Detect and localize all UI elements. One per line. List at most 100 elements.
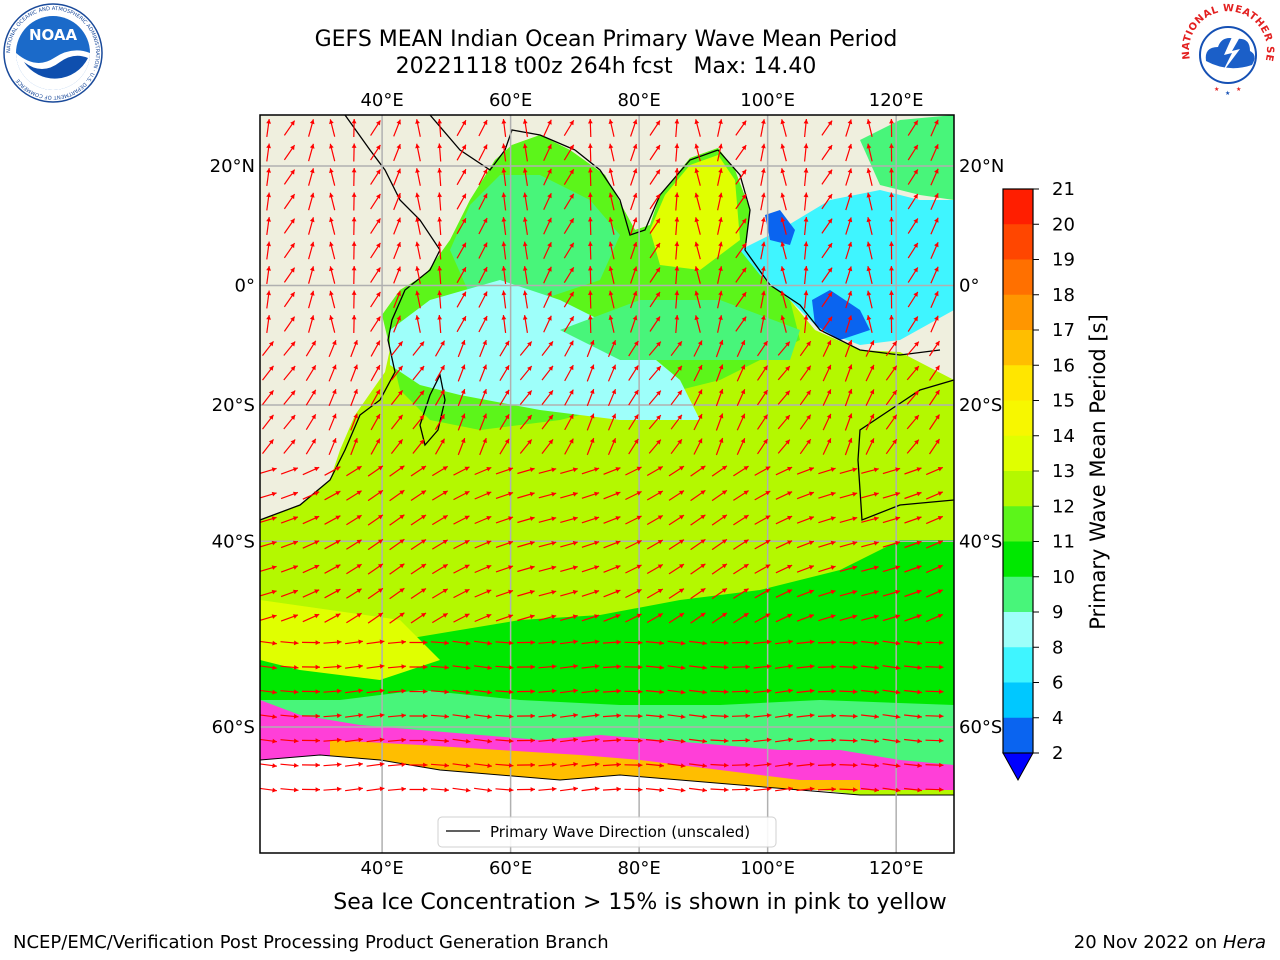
wave-arrow [602, 786, 622, 792]
wave-arrow [885, 414, 898, 430]
wave-arrow [308, 266, 315, 284]
wave-arrow [581, 664, 600, 669]
wave-arrow [799, 389, 812, 406]
wave-arrow [434, 340, 446, 357]
wave-arrow [882, 589, 901, 597]
wave-arrow [474, 763, 492, 768]
wave-arrow [280, 614, 299, 622]
wave-arrow [907, 120, 919, 136]
wave-arrow [393, 119, 401, 137]
wave-arrow [603, 467, 621, 475]
wave-arrow [780, 217, 787, 235]
wave-arrow [690, 489, 706, 502]
wave-arrow [560, 516, 578, 523]
wave-arrow [266, 217, 271, 235]
map-frame [259, 114, 955, 854]
wave-arrow [822, 364, 832, 382]
wave-arrow [495, 714, 514, 719]
wave-arrow [760, 119, 766, 137]
wave-arrow [564, 413, 574, 431]
wave-arrow [560, 786, 578, 792]
wave-arrow [437, 290, 442, 309]
wave-arrow [925, 738, 944, 743]
wave-arrow [760, 192, 766, 211]
coastline-madagascar [419, 373, 446, 447]
wave-arrow [882, 491, 901, 499]
wave-arrow [645, 738, 665, 744]
wave-arrow [625, 515, 642, 525]
wave-arrow [456, 144, 467, 161]
wave-arrow [646, 539, 664, 550]
wave-arrow [453, 588, 470, 599]
wave-arrow [478, 266, 488, 284]
colorbar-segment [1003, 189, 1033, 225]
wave-arrow [351, 167, 357, 187]
wave-arrow [346, 588, 362, 599]
wave-arrow [366, 786, 385, 792]
wave-arrow [754, 588, 771, 599]
wave-arrow [538, 467, 557, 474]
wave-arrow [283, 414, 296, 430]
wave-arrow [260, 763, 277, 768]
wave-arrow [839, 541, 858, 548]
wave-arrow [387, 737, 407, 743]
wave-arrow [930, 315, 939, 333]
wave-arrow [624, 689, 643, 694]
wave-arrow [415, 290, 421, 309]
wave-arrow [630, 168, 638, 186]
wave-arrow [393, 266, 401, 284]
wave-arrow [670, 389, 683, 406]
wave-arrow [351, 118, 357, 138]
wave-arrow [324, 539, 341, 550]
wave-arrow [904, 565, 922, 573]
wave-arrow [603, 516, 621, 524]
wave-arrow [431, 490, 449, 501]
wave-arrow [649, 316, 661, 332]
footer-branch: NCEP/EMC/Verification Post Processing Pr… [13, 932, 609, 953]
lat-tick-label-right: 60°S [959, 717, 1002, 738]
wave-arrow [329, 119, 336, 137]
wave-arrow [624, 762, 643, 768]
wave-arrow [430, 714, 450, 719]
wave-arrow [389, 465, 405, 477]
wave-arrow [517, 589, 535, 597]
wave-arrow [328, 339, 337, 358]
wave-arrow [367, 563, 384, 575]
wave-arrow [630, 143, 638, 162]
wave-arrow [283, 169, 296, 185]
wave-arrow [409, 640, 428, 645]
wave-arrow [329, 217, 336, 235]
wave-arrow [624, 664, 643, 670]
wave-arrow [563, 168, 575, 186]
wave-arrow [516, 738, 536, 743]
wave-arrow [731, 787, 751, 792]
lat-tick-label-left: 40°S [212, 531, 255, 552]
lat-tick-label-left: 20°S [212, 395, 255, 416]
wave-arrow [501, 315, 507, 333]
wave-arrow [260, 491, 277, 499]
wave-arrow [495, 589, 514, 597]
wave-arrow [646, 612, 664, 624]
colorbar: 2 4 6 8 9 10 11 12 13 14 15 16 17 18 19 20 21 [1002, 179, 1075, 782]
wave-arrow [648, 365, 662, 381]
wave-arrow [538, 590, 557, 597]
wave-arrow [474, 466, 492, 476]
wave-arrow [431, 465, 449, 477]
wave-arrow [780, 143, 787, 162]
wave-arrow [588, 241, 593, 260]
colorbar-segment [1003, 506, 1033, 543]
wave-arrow [474, 787, 492, 793]
wave-arrow [280, 665, 299, 670]
wave-arrow [733, 490, 749, 501]
wave-arrow [266, 119, 271, 137]
wave-arrow [777, 390, 791, 405]
wave-arrow [630, 241, 638, 260]
wave-arrow [889, 241, 894, 260]
wave-arrow [694, 192, 701, 211]
map-legend: Primary Wave Direction (unscaled) [437, 816, 777, 848]
wave-arrow [387, 688, 407, 694]
wave-arrow [412, 390, 425, 405]
wave-arrow [861, 516, 879, 523]
wave-arrow [630, 290, 638, 309]
lat-tick-label-right: 20°S [959, 395, 1002, 416]
